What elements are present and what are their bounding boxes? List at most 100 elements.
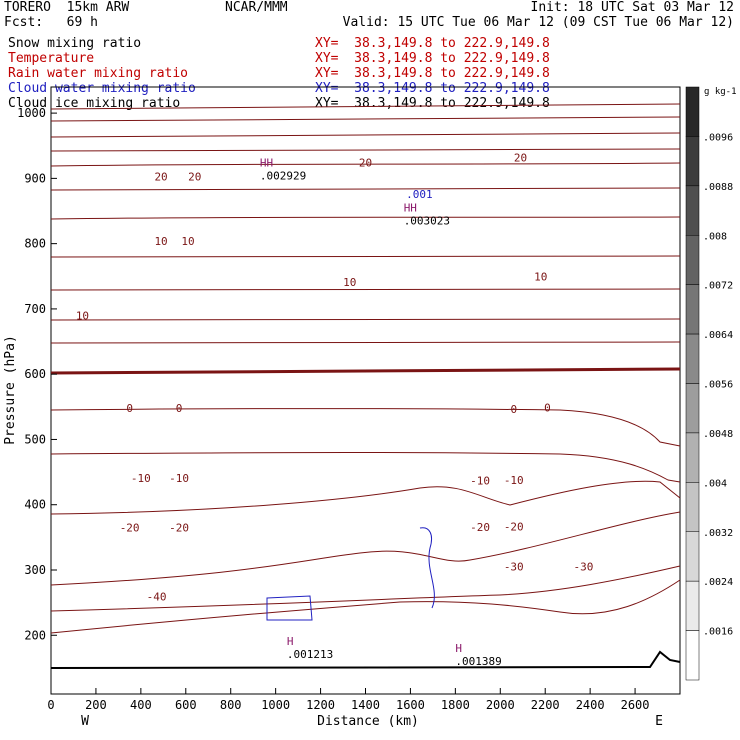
- y-tick-label: 900: [24, 171, 46, 185]
- plot-frame: [50, 86, 681, 695]
- x-tick-label: 2400: [576, 698, 605, 712]
- maximum-marker: HH: [404, 201, 417, 214]
- field-xy-temperature: XY= 38.3,149.8 to 222.9,149.8: [315, 51, 550, 66]
- isotherm-label: 0: [126, 402, 133, 415]
- isotherm-line: [50, 132, 681, 138]
- isotherm-label: -20: [470, 521, 490, 534]
- x-tick-label: 1600: [396, 698, 425, 712]
- x-tick-label: 0: [47, 698, 54, 712]
- isotherm-label: 10: [534, 270, 547, 283]
- maximum-value-label: .001213: [287, 648, 333, 661]
- x-tick-label: 1000: [261, 698, 290, 712]
- x-tick-label: 1200: [306, 698, 335, 712]
- field-name-cloud-ice: Cloud ice mixing ratio: [8, 96, 181, 111]
- x-left-end-label: W: [81, 714, 89, 729]
- x-tick-label: 1400: [351, 698, 380, 712]
- isotherm-line: [50, 255, 681, 258]
- cloud-water-contour: [419, 527, 435, 609]
- colorbar-tick-label: .0088: [703, 182, 733, 193]
- y-tick-label: 500: [24, 432, 46, 446]
- isotherm-label: 0: [176, 402, 183, 415]
- isotherm-label: -40: [147, 591, 167, 604]
- colorbar-swatch: [685, 482, 700, 533]
- isotherm-label: 10: [76, 309, 89, 322]
- isotherm-line: [50, 116, 681, 122]
- y-tick-label: 400: [24, 498, 46, 512]
- colorbar-swatch: [685, 531, 700, 582]
- isotherm-label: -30: [573, 561, 593, 574]
- colorbar-swatch: [685, 383, 700, 434]
- colorbar-swatch: [685, 86, 700, 137]
- isotherm-line: [50, 216, 681, 220]
- y-tick-label: 800: [24, 237, 46, 251]
- freezing-level-line: [50, 367, 681, 375]
- colorbar-tick-label: .0016: [703, 627, 733, 638]
- maximum-marker: HH: [260, 156, 273, 169]
- isotherm-label: 0: [544, 401, 551, 414]
- cloud-water-contour: [266, 595, 313, 621]
- model-title: TORERO 15km ARW: [4, 0, 130, 15]
- terrain-line: [50, 650, 681, 669]
- isotherm-label: 0: [510, 403, 517, 416]
- y-tick-label: 700: [24, 302, 46, 316]
- isotherm-line: [50, 288, 681, 291]
- colorbar-swatch: [685, 432, 700, 483]
- colorbar-tick-label: .004: [703, 478, 727, 489]
- y-tick-label: 600: [24, 367, 46, 381]
- field-name-rain: Rain water mixing ratio: [8, 66, 189, 81]
- x-tick-label: 2000: [486, 698, 515, 712]
- maximum-value-label: .003023: [404, 214, 450, 227]
- isotherm-label: -10: [470, 475, 490, 488]
- x-tick-label: 400: [130, 698, 152, 712]
- isotherm-line: [50, 480, 681, 515]
- isotherm-line: [50, 318, 681, 321]
- maximum-marker: H: [287, 635, 294, 648]
- colorbar-swatch: [685, 136, 700, 187]
- x-tick-label: 800: [220, 698, 242, 712]
- isotherm-label: 10: [343, 276, 356, 289]
- isotherm-line: [50, 511, 681, 586]
- forecast-hour: Fcst: 69 h: [4, 15, 98, 30]
- isotherm-line: [50, 148, 681, 152]
- colorbar-swatch: [685, 630, 700, 681]
- field-xy-cloud-water: XY= 38.3,149.8 to 222.9,149.8: [315, 81, 550, 96]
- colorbar-tick-label: .0096: [703, 132, 733, 143]
- isotherm-label: -20: [169, 522, 189, 535]
- cloud-water-label: .001: [406, 188, 433, 201]
- colorbar-tick-label: .0024: [703, 577, 733, 588]
- colorbar-tick-label: .0048: [703, 429, 733, 440]
- x-axis-label: Distance (km): [317, 714, 419, 729]
- colorbar-swatch: [685, 580, 700, 631]
- isotherm-line: [50, 408, 681, 447]
- x-tick-label: 200: [85, 698, 107, 712]
- isotherm-label: 20: [154, 170, 167, 183]
- isotherm-label: 20: [359, 157, 372, 170]
- colorbar-swatch: [685, 284, 700, 335]
- field-name-cloud-water: Cloud water mixing ratio: [8, 81, 196, 96]
- field-name-temperature: Temperature: [8, 51, 95, 66]
- isotherm-label: 20: [188, 170, 201, 183]
- isotherm-line: [50, 162, 681, 167]
- isotherm-label: -30: [504, 561, 524, 574]
- colorbar-tick-label: .008: [703, 231, 727, 242]
- init-time: Init: 18 UTC Sat 03 Mar 12: [530, 0, 735, 15]
- org-title: NCAR/MMM: [225, 0, 288, 15]
- x-right-end-label: E: [655, 714, 663, 729]
- y-axis-label: Pressure (hPa): [3, 335, 18, 445]
- maximum-marker: H: [455, 642, 462, 655]
- maximum-value-label: .001389: [455, 655, 501, 668]
- maximum-value-label: .002929: [260, 169, 306, 182]
- colorbar-swatch: [685, 235, 700, 285]
- y-tick-label: 300: [24, 563, 46, 577]
- colorbar-swatch: [685, 185, 700, 236]
- y-tick-label: 1000: [17, 106, 46, 120]
- y-tick-label: 200: [24, 628, 46, 642]
- isotherm-label: -20: [504, 520, 524, 533]
- isotherm-line: [50, 452, 681, 483]
- isotherm-line: [50, 187, 681, 191]
- isotherm-line: [50, 341, 681, 344]
- isotherm-label: -10: [131, 472, 151, 485]
- x-tick-label: 600: [175, 698, 197, 712]
- colorbar-swatch: [685, 333, 700, 384]
